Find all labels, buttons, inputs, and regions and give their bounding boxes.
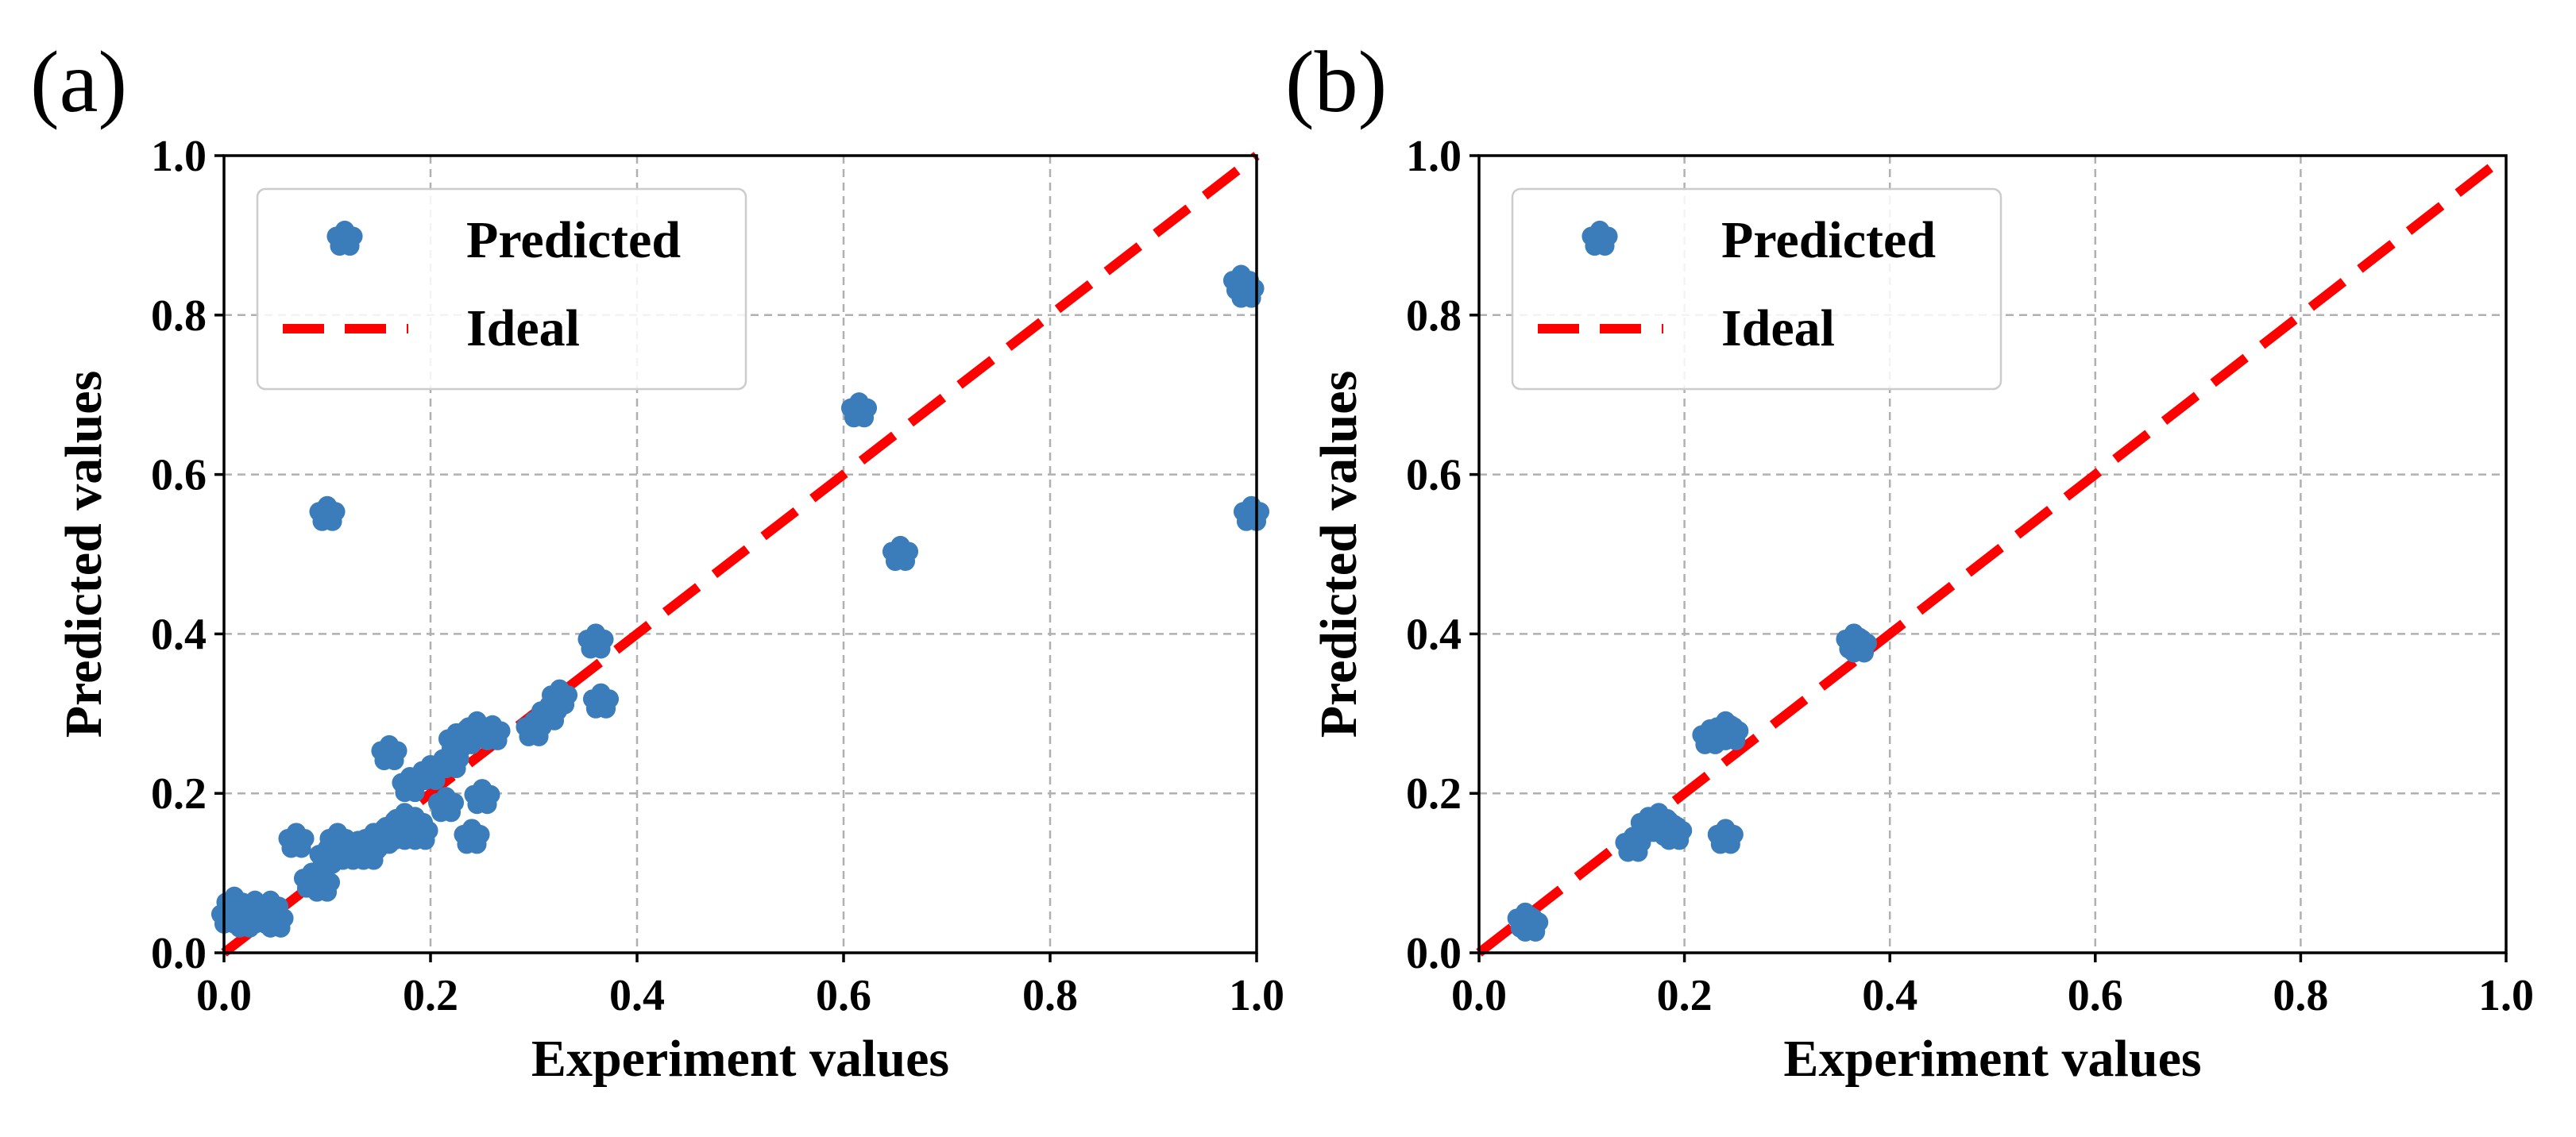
panel-a-ytick-label: 1.0 bbox=[151, 132, 207, 181]
panel-a-xtick-label: 1.0 bbox=[1229, 971, 1284, 1020]
panel-a-legend: Predicted Ideal bbox=[256, 187, 747, 391]
panel-b-ytick-label: 0.2 bbox=[1406, 769, 1462, 819]
panel-a-points bbox=[210, 264, 1270, 938]
predicted-point bbox=[1840, 627, 1877, 663]
panel-a-ytick-label: 0.0 bbox=[151, 929, 207, 978]
panel-a-ytick-label: 0.4 bbox=[151, 610, 207, 659]
panel-b-xtick-label: 1.0 bbox=[2478, 971, 2534, 1020]
panel-a-ytick-label: 0.6 bbox=[151, 451, 207, 500]
chart-panel-a: (a) 0.0 0.2 0.4 0.6 0.8 1.0 0.0 0.2 0.4 … bbox=[30, 33, 1284, 1088]
panel-a-legend-predicted-marker bbox=[326, 220, 363, 256]
predicted-point bbox=[257, 902, 294, 938]
panel-b-ylabel: Predicted values bbox=[1310, 371, 1368, 738]
panel-a-ylabel: Predicted values bbox=[55, 371, 113, 738]
predicted-point bbox=[371, 734, 407, 770]
panel-a-legend-box bbox=[256, 187, 747, 391]
predicted-point bbox=[1656, 815, 1693, 850]
panel-b-ytick-label: 0.0 bbox=[1406, 929, 1462, 978]
panel-a-axes-frame bbox=[222, 154, 1258, 954]
panel-b-xtick-label: 0.2 bbox=[1657, 971, 1713, 1020]
predicted-point bbox=[278, 823, 315, 858]
panel-a-xtick-label: 0.0 bbox=[196, 971, 252, 1020]
panel-b-xtick-label: 0.0 bbox=[1451, 971, 1507, 1020]
predicted-point bbox=[427, 787, 465, 823]
panel-b-ytick-label: 0.6 bbox=[1406, 451, 1462, 500]
panel-b-legend: Predicted Ideal bbox=[1511, 187, 2002, 391]
panel-b-xtick-label: 0.8 bbox=[2273, 971, 2328, 1020]
panel-a-legend-predicted-label: Predicted bbox=[466, 211, 681, 269]
predicted-point bbox=[1233, 495, 1270, 531]
panel-a-xtick-label: 0.6 bbox=[816, 971, 871, 1020]
panel-b-ytick-label: 0.4 bbox=[1406, 610, 1462, 659]
panel-b-xtick-label: 0.4 bbox=[1862, 971, 1918, 1020]
panel-b-ytick-label: 1.0 bbox=[1406, 132, 1462, 181]
panel-a-xtick-label: 0.4 bbox=[609, 971, 665, 1020]
predicted-point bbox=[577, 623, 614, 659]
predicted-point bbox=[840, 392, 878, 428]
predicted-point bbox=[303, 866, 341, 902]
predicted-point bbox=[1707, 819, 1744, 854]
panel-b-axes-frame bbox=[1477, 154, 2508, 954]
predicted-point bbox=[464, 779, 500, 815]
predicted-point bbox=[402, 815, 438, 850]
panel-b-legend-ideal-label: Ideal bbox=[1721, 299, 1835, 357]
panel-a-xtick-label: 0.2 bbox=[403, 971, 458, 1020]
panel-b-ytick-label: 0.8 bbox=[1406, 291, 1462, 341]
predicted-point bbox=[541, 679, 578, 715]
panel-b-points bbox=[1507, 623, 1877, 942]
chart-panel-b: (b) 0.0 0.2 0.4 0.6 0.8 1.0 0.0 0.2 0.4 … bbox=[1285, 33, 2534, 1088]
panel-b-xlabel: Experiment values bbox=[1783, 1030, 2201, 1088]
predicted-point bbox=[882, 535, 919, 571]
predicted-point bbox=[1512, 906, 1549, 942]
panel-a-ytick-label: 0.2 bbox=[151, 769, 207, 819]
predicted-point bbox=[454, 819, 490, 854]
panel-b-xtick-label: 0.6 bbox=[2068, 971, 2123, 1020]
panel-b-legend-predicted-marker bbox=[1582, 220, 1618, 256]
panel-b-legend-box bbox=[1511, 187, 2002, 391]
predicted-point bbox=[582, 683, 620, 719]
legend-flower-marker bbox=[326, 220, 363, 256]
panel-a-xtick-label: 0.8 bbox=[1022, 971, 1078, 1020]
panel-a-legend-ideal-label: Ideal bbox=[466, 299, 580, 357]
panel-a-ticks bbox=[214, 154, 1258, 962]
panel-b-label: (b) bbox=[1285, 33, 1387, 130]
panel-a-ytick-label: 0.8 bbox=[151, 291, 207, 341]
predicted-point bbox=[309, 495, 346, 531]
legend-flower-marker bbox=[1582, 220, 1618, 256]
panel-a-label: (a) bbox=[30, 33, 127, 130]
panel-b-legend-predicted-label: Predicted bbox=[1721, 211, 1936, 269]
panel-a-xlabel: Experiment values bbox=[531, 1030, 949, 1088]
predicted-point bbox=[1713, 715, 1749, 750]
predicted-point bbox=[474, 715, 511, 750]
panel-b-ticks bbox=[1470, 154, 2508, 962]
